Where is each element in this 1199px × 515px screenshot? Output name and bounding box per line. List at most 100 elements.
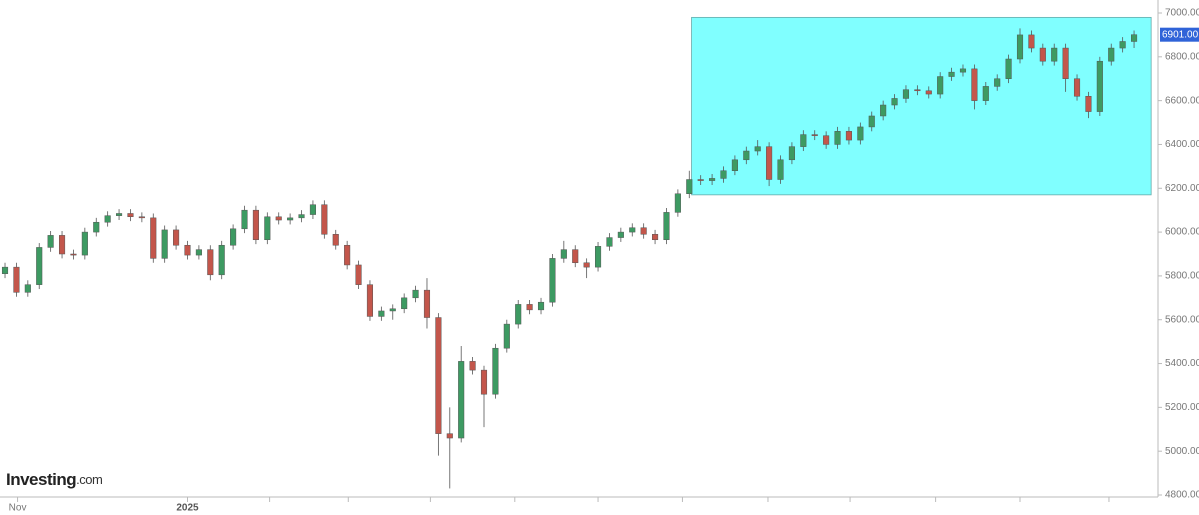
y-tick-label: 6600.00 [1165, 95, 1199, 106]
candle-body [549, 258, 556, 303]
highlight-box [691, 16, 1152, 196]
candle-body [857, 126, 864, 141]
candle-body [309, 204, 316, 215]
candle-body [355, 264, 362, 285]
candle-body [24, 284, 31, 293]
candle-body [891, 98, 898, 106]
candle-body [697, 179, 704, 181]
candle-body [423, 289, 431, 318]
candle-body [378, 310, 385, 317]
candle-body [709, 178, 716, 181]
candle-body [925, 90, 932, 95]
candle-body [480, 369, 488, 395]
last-price-box [1160, 27, 1199, 42]
candle-body [298, 214, 305, 219]
x-tick-label: 2025 [176, 503, 199, 514]
logo: Investing.com [6, 470, 102, 489]
candle-body [868, 115, 875, 128]
candle-body [446, 433, 453, 439]
candle-body [834, 131, 841, 145]
candle-body [537, 301, 545, 311]
candle-body [264, 216, 271, 241]
candle-body [800, 134, 807, 147]
candle-body [81, 231, 88, 256]
candle-body [606, 237, 613, 247]
candle-body [583, 262, 590, 268]
candle-body [674, 193, 681, 213]
logo-main: Investing [6, 470, 76, 489]
candle-body [902, 89, 910, 99]
candle-body [948, 71, 955, 77]
candle-body [572, 249, 579, 264]
candle-body [1108, 47, 1115, 62]
y-tick-label: 7000.00 [1165, 8, 1199, 19]
candle-body [1016, 34, 1024, 60]
candle-body [173, 229, 180, 246]
candle-body [994, 78, 1001, 87]
y-tick-label: 5600.00 [1165, 314, 1199, 325]
candle-body [1051, 47, 1058, 62]
last-price-label: 6901.00 [1162, 29, 1199, 40]
candle-body [58, 235, 66, 255]
candle-body [1039, 47, 1046, 62]
candle-body [401, 297, 408, 310]
candle-body [36, 247, 43, 285]
candle-body [720, 170, 727, 179]
candle-body [766, 146, 773, 180]
candle-body [686, 179, 693, 195]
candle-body [13, 266, 20, 293]
candle-body [70, 253, 77, 256]
candle-body [1073, 78, 1081, 97]
candle-body [823, 135, 830, 145]
candle-body [617, 231, 624, 238]
candle-body [1131, 34, 1138, 42]
candle-body [777, 159, 784, 180]
candle-body [138, 216, 145, 219]
candle-body [275, 216, 282, 221]
candle-body [252, 209, 259, 241]
candle-body [195, 249, 202, 256]
candle-body [1062, 47, 1069, 79]
candle-body [287, 217, 294, 221]
y-tick-label: 6400.00 [1165, 139, 1199, 150]
candle-body [845, 131, 852, 141]
candle-body [47, 235, 54, 248]
candle-body [515, 304, 522, 325]
candle-body [959, 68, 967, 73]
candle-body [971, 68, 978, 101]
candle-body [116, 213, 123, 216]
candle-body [594, 246, 602, 268]
candle-body [663, 212, 670, 241]
candle-body [389, 308, 396, 312]
candle-body [161, 229, 168, 259]
y-tick-label: 5400.00 [1165, 358, 1199, 369]
candle-body [492, 347, 499, 395]
candle-body [731, 159, 738, 171]
candle-body [104, 215, 111, 223]
candle-body [811, 134, 818, 136]
candle-body [1, 266, 9, 274]
candle-body [1119, 41, 1126, 49]
y-tick-label: 6000.00 [1165, 227, 1199, 238]
candle-body [184, 244, 191, 256]
candle-body [560, 249, 567, 259]
candle-body [241, 209, 248, 230]
candle-body [880, 104, 887, 117]
candle-body [412, 289, 419, 299]
y-tick-label: 5200.00 [1165, 402, 1199, 413]
y-tick-label: 5800.00 [1165, 271, 1199, 282]
candle-body [743, 150, 750, 161]
y-tick-label: 4800.00 [1165, 490, 1199, 501]
candle-body [218, 244, 225, 276]
candle-body [127, 213, 134, 218]
candle-body [458, 361, 465, 439]
y-tick-label: 6200.00 [1165, 183, 1199, 194]
candle-body [435, 317, 442, 434]
candle-body [1005, 58, 1012, 79]
candle-body [332, 234, 339, 246]
candle-body [230, 228, 237, 246]
candle-body [1028, 34, 1035, 49]
candle-body [1085, 96, 1092, 112]
y-tick-label: 6800.00 [1165, 51, 1199, 62]
